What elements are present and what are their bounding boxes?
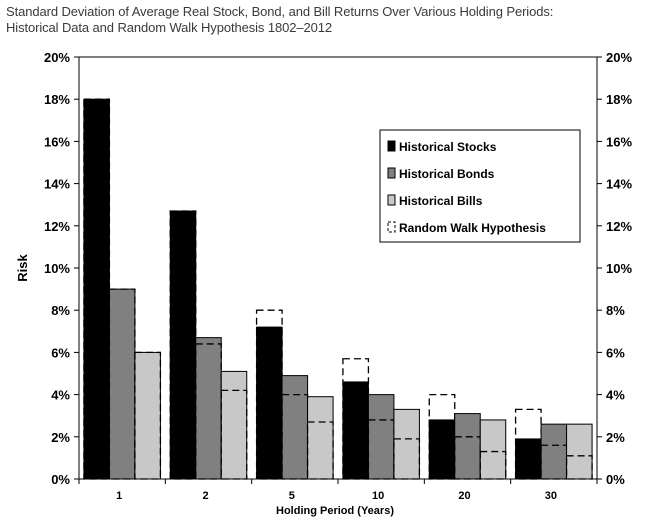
bar-random-walk — [342, 358, 370, 480]
legend-swatch — [387, 221, 396, 233]
bar-historical-bonds — [281, 375, 309, 480]
legend: Historical Stocks Historical Bonds Histori… — [379, 129, 581, 243]
y-tick-label-right: 8% — [606, 303, 625, 318]
y-tick-label-right: 6% — [606, 345, 625, 360]
bar-historical-stocks — [256, 326, 283, 480]
legend-swatch — [387, 194, 396, 206]
chart-title: Standard Deviation of Average Real Stock… — [6, 4, 553, 36]
chart-subtitle: Historical Data and Random Walk Hypothes… — [6, 20, 332, 35]
y-tick-label-right: 18% — [606, 92, 632, 107]
bar-random-walk — [393, 438, 421, 480]
legend-label: Random Walk Hypothesis — [399, 221, 546, 235]
y-tick-label-left: 18% — [44, 92, 70, 107]
bar-random-walk — [479, 450, 507, 480]
legend-label: Historical Stocks — [399, 140, 497, 154]
y-tick-label-right: 14% — [606, 177, 632, 192]
bar-random-walk — [565, 455, 593, 480]
bar-random-walk — [220, 389, 248, 480]
bar-random-walk — [540, 444, 568, 480]
y-tick-label-right: 10% — [606, 261, 632, 276]
bar-historical-bonds — [367, 394, 395, 480]
bar-random-walk — [255, 309, 283, 480]
chart-title-line1: Standard Deviation of Average Real Stock… — [6, 4, 554, 19]
x-tick-label: 1 — [116, 490, 122, 502]
x-tick-label: 10 — [372, 490, 384, 502]
axes — [74, 56, 602, 484]
bar-historical-bills — [307, 396, 334, 480]
y-tick-label-left: 8% — [51, 303, 70, 318]
bar-random-walk — [108, 288, 136, 480]
y-tick-label-right: 4% — [606, 388, 625, 403]
bar-historical-stocks — [83, 98, 110, 480]
bar-historical-bonds — [540, 423, 568, 480]
y-tick-label-left: 14% — [44, 177, 70, 192]
bar-historical-stocks — [169, 210, 197, 480]
legend-swatch — [387, 140, 396, 152]
legend-label: Historical Bills — [399, 194, 483, 208]
y-tick-label-right: 16% — [606, 134, 632, 149]
bar-historical-bills — [134, 351, 161, 480]
bar-historical-bills — [479, 419, 507, 480]
y-tick-label-left: 20% — [44, 50, 70, 65]
x-tick-label: 2 — [202, 490, 208, 502]
bar-historical-stocks — [342, 381, 369, 480]
y-tick-label-left: 6% — [51, 345, 70, 360]
y-tick-label-left: 4% — [51, 388, 70, 403]
bar-historical-bonds — [195, 337, 222, 480]
bar-historical-bills — [393, 408, 420, 480]
bar-historical-stocks — [428, 419, 456, 480]
bar-historical-stocks — [515, 438, 542, 480]
bar-historical-bonds — [108, 288, 136, 480]
legend-box — [379, 129, 581, 243]
x-tick-label: 5 — [289, 490, 295, 502]
x-tick-label: 30 — [545, 490, 557, 502]
x-tick-label: 20 — [458, 490, 470, 502]
y-tick-label-left: 16% — [44, 134, 70, 149]
bar-historical-bonds — [454, 413, 481, 480]
y-tick-label-left: 10% — [44, 261, 70, 276]
y-tick-label-left: 0% — [51, 472, 70, 487]
bar-random-walk — [306, 421, 334, 480]
bar-historical-bills — [220, 370, 248, 480]
labels: 0% 0% 2% 2% 4% 4% 6% 6% 8% 8% 10% 10% 12% 12% 14% 14% 16… — [15, 50, 632, 517]
y-axis-title: Risk — [15, 254, 30, 282]
bar-historical-bills — [566, 423, 593, 480]
y-tick-label-right: 0% — [606, 472, 625, 487]
legend-label: Historical Bonds — [399, 167, 495, 181]
y-tick-label-right: 20% — [606, 50, 632, 65]
bars — [83, 98, 593, 480]
x-axis-title: Holding Period (Years) — [276, 505, 394, 517]
y-tick-label-right: 2% — [606, 430, 625, 445]
y-tick-label-right: 12% — [606, 219, 632, 234]
y-tick-label-left: 2% — [51, 430, 70, 445]
y-tick-label-left: 12% — [44, 219, 70, 234]
legend-swatch — [387, 167, 396, 179]
bar-random-walk — [134, 351, 162, 480]
